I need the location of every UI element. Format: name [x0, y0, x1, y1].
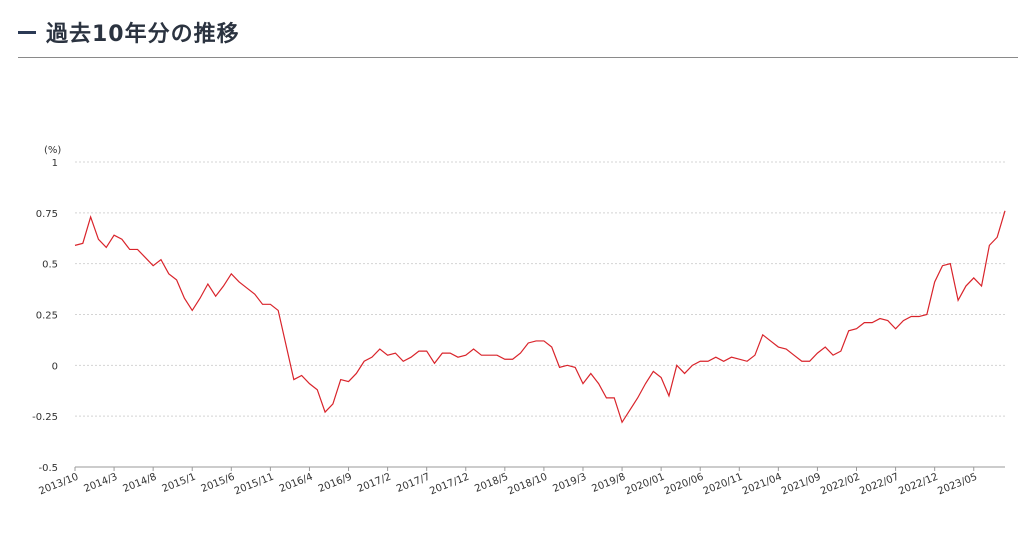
x-tick-label: 2021/09: [780, 472, 823, 498]
series-group: [74, 210, 1006, 424]
x-tick-label: 2020/06: [663, 472, 706, 498]
y-tick-labels: 1 0.75 0.5 0.25 0 -0.25 -0.5: [32, 158, 58, 474]
series-line: [74, 210, 1006, 424]
x-tick-label: 2015/11: [233, 472, 276, 498]
x-tick-label: 2014/8: [122, 472, 159, 495]
x-tick-label: 2022/02: [819, 472, 862, 498]
line-chart: (%) 1 0.75 0.5 0.25 0 -0.25 -0.5 2013/10 2014/3…: [32, 145, 1006, 498]
header-dash-icon: [18, 31, 36, 34]
x-tick-label: 2017/7: [395, 472, 432, 495]
x-tick-label: 2020/01: [624, 472, 667, 498]
x-tick-label: 2019/3: [551, 472, 588, 495]
x-tick-label: 2017/12: [428, 472, 471, 498]
section-header: 過去10年分の推移: [18, 12, 1018, 58]
x-tick-label: 2016/4: [278, 472, 315, 495]
x-tick-label: 2019/8: [590, 472, 627, 495]
x-tick-label: 2015/6: [200, 472, 237, 495]
x-tick-label: 2021/04: [741, 472, 784, 498]
x-tick-label: 2016/9: [317, 472, 354, 495]
x-tick-label: 2023/05: [936, 472, 979, 498]
x-tick-marks: [74, 467, 975, 471]
y-tick-label: -0.5: [38, 463, 58, 474]
y-tick-label: 0.5: [42, 260, 58, 271]
x-tick-label: 2013/10: [37, 472, 80, 498]
y-tick-label: -0.25: [32, 412, 58, 423]
x-tick-label: 2015/1: [161, 472, 198, 495]
grid-lines: [75, 161, 1005, 417]
y-axis-unit-label: (%): [44, 145, 61, 156]
x-tick-label: 2022/12: [897, 472, 940, 498]
x-tick-label: 2020/11: [702, 472, 745, 498]
y-tick-label: 0.75: [36, 209, 58, 220]
x-tick-label: 2017/2: [356, 472, 393, 495]
section-title: 過去10年分の推移: [46, 22, 240, 47]
x-tick-label: 2018/10: [506, 472, 549, 498]
y-tick-label: 1: [52, 158, 58, 169]
y-tick-label: 0: [52, 361, 58, 372]
x-tick-label: 2022/07: [858, 472, 901, 498]
y-tick-label: 0.25: [36, 311, 58, 322]
x-tick-label: 2014/3: [82, 472, 119, 495]
x-tick-label: 2018/5: [473, 472, 510, 495]
